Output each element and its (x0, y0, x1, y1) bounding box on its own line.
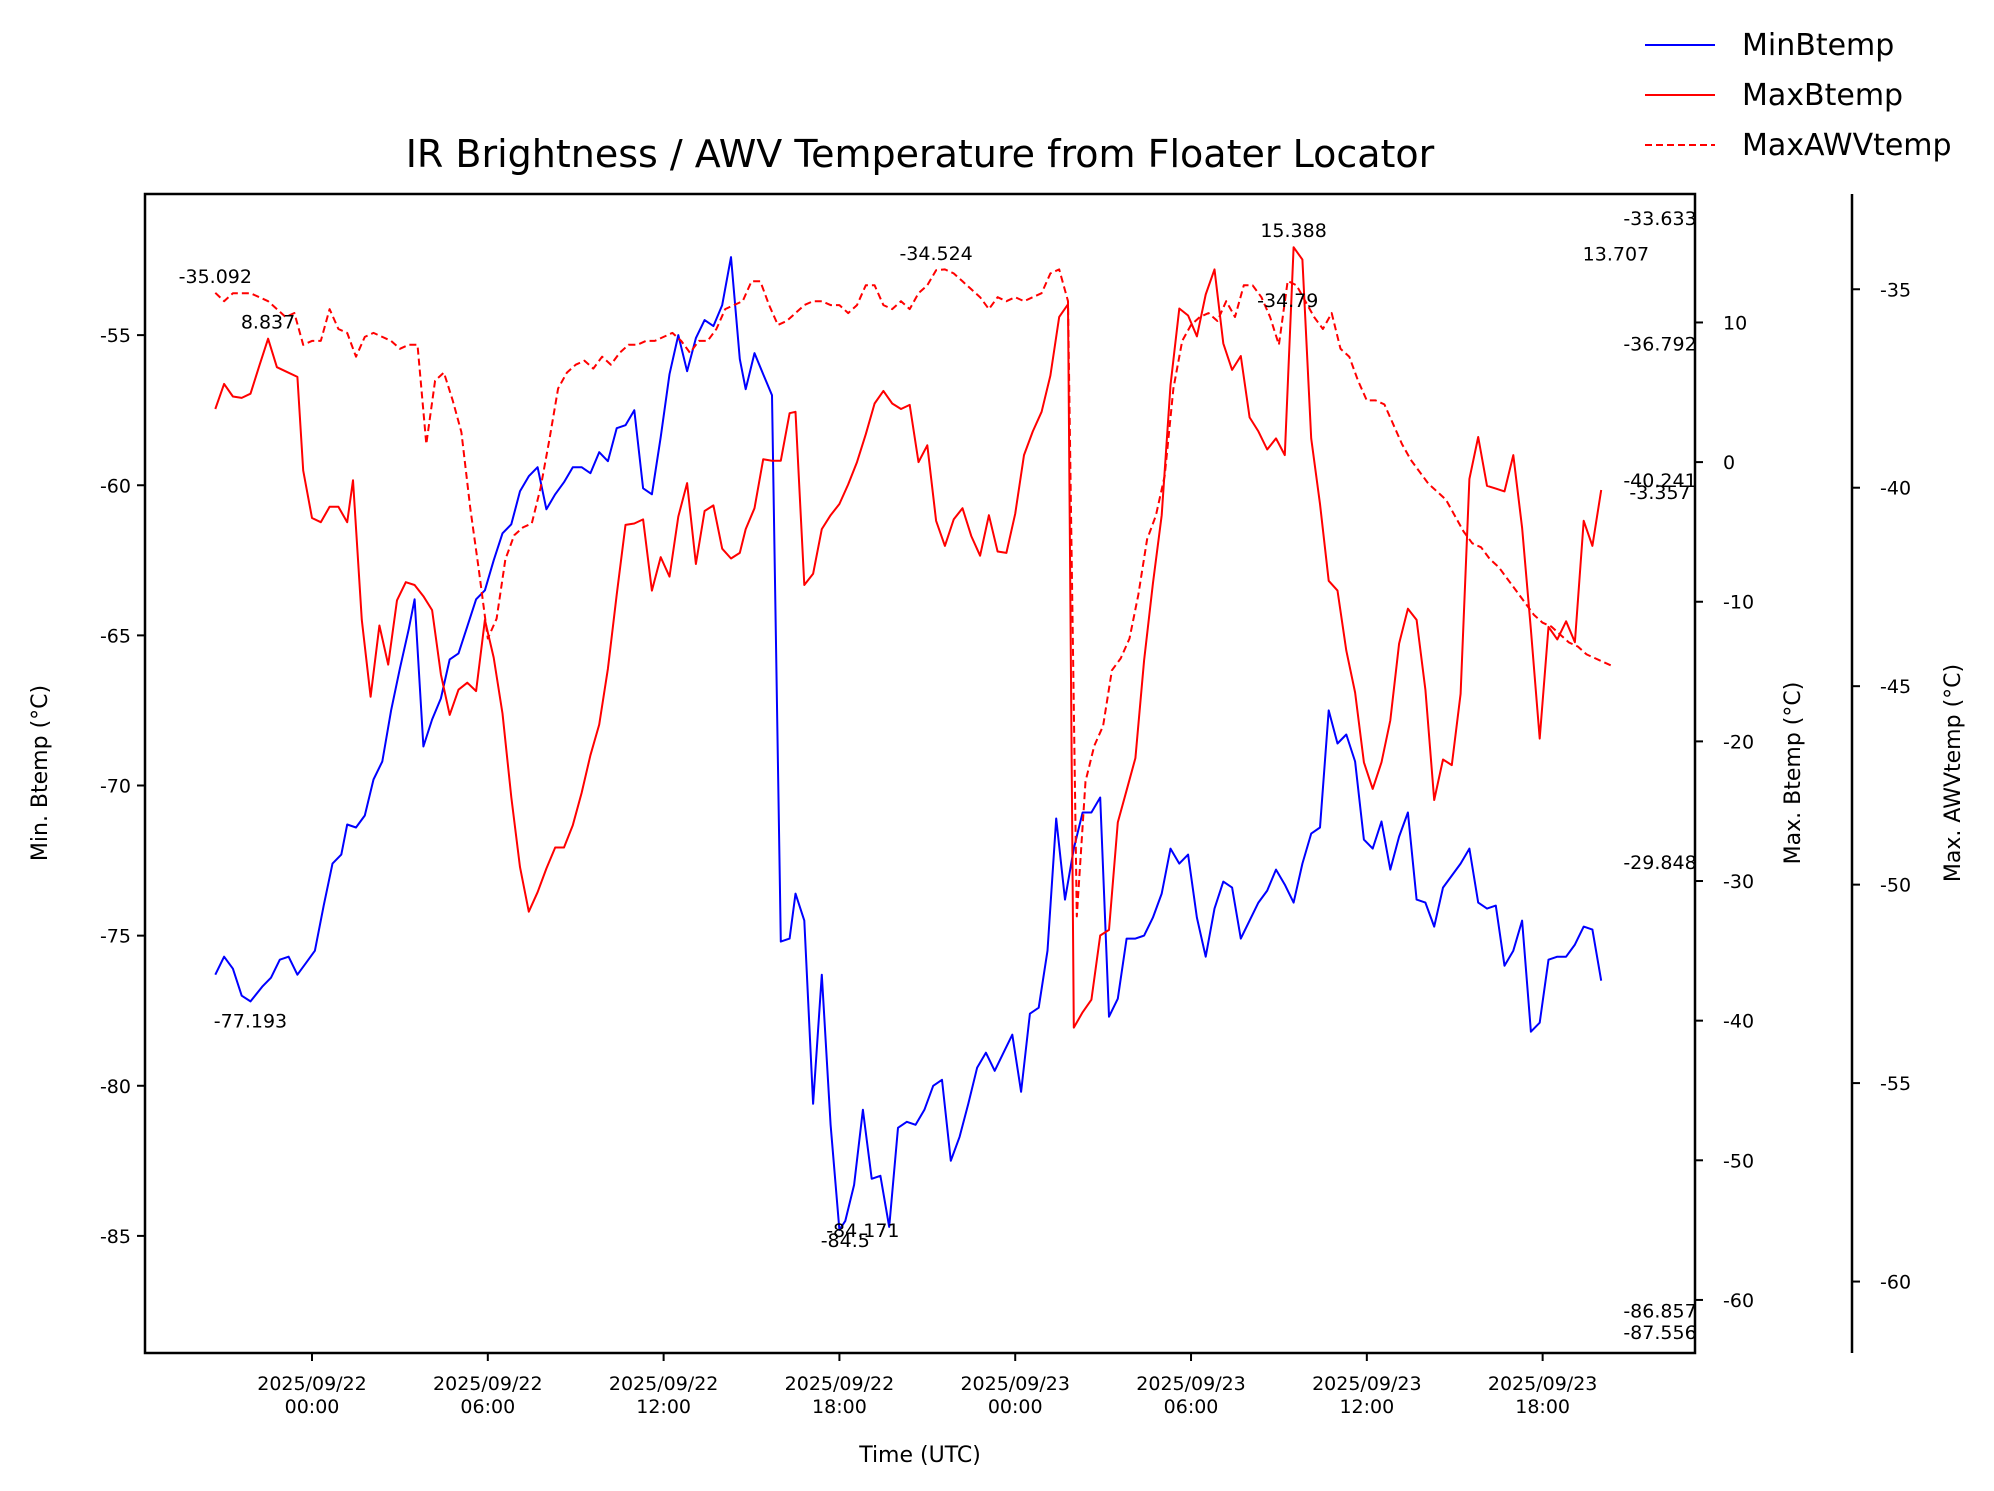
y-tick-label-right: 10 (1723, 312, 1747, 334)
y-tick-label-right: -20 (1723, 731, 1754, 753)
x-tick-label-time: 18:00 (1515, 1396, 1570, 1418)
x-tick-label-time: 00:00 (988, 1396, 1043, 1418)
data-label: -34.524 (899, 243, 972, 265)
plot-frame (143, 192, 1697, 1355)
data-label: -36.792 (1623, 333, 1696, 355)
y-tick-label-right: -40 (1723, 1011, 1754, 1033)
chart-title: IR Brightness / AWV Temperature from Flo… (406, 132, 1435, 176)
data-label: -77.193 (214, 1010, 287, 1032)
y-tick-label-left: -60 (100, 475, 131, 497)
y-tick-label-left: -65 (100, 625, 131, 647)
x-tick-label-time: 18:00 (812, 1396, 867, 1418)
y-tick-label-right2: -35 (1880, 279, 1911, 301)
data-label: -34.79 (1257, 290, 1318, 312)
y-tick-label-right: -10 (1723, 592, 1754, 614)
x-tick-label-time: 06:00 (460, 1396, 515, 1418)
y-tick-label-right: 0 (1723, 452, 1735, 474)
x-tick-label-date: 2025/09/22 (785, 1373, 895, 1395)
data-label: -84.171 (826, 1220, 899, 1242)
data-label: 13.707 (1583, 244, 1649, 266)
data-label: 15.388 (1260, 220, 1326, 242)
series-line-minbtemp (214, 256, 1603, 1231)
y-tick-label-right: -50 (1723, 1150, 1754, 1172)
x-tick-label-date: 2025/09/22 (433, 1373, 543, 1395)
x-tick-label-date: 2025/09/23 (1488, 1373, 1598, 1395)
x-axis-label: Time (UTC) (858, 1443, 981, 1468)
legend-label-maxawvtemp: MaxAWVtemp (1742, 128, 1952, 163)
tick-layer: 2025/09/2200:002025/09/2206:002025/09/22… (100, 279, 1911, 1418)
y-tick-label-left: -85 (100, 1226, 131, 1248)
annotation-layer: -35.092 8.837 -77.193 -84.5-84.171 -34.524 15… (179, 208, 1697, 1344)
x-tick-label-date: 2025/09/22 (257, 1373, 367, 1395)
y-tick-label-right2: -45 (1880, 676, 1911, 698)
x-tick-label-date: 2025/09/23 (1312, 1373, 1422, 1395)
y-tick-label-right: -30 (1723, 871, 1754, 893)
data-label: -40.241 (1623, 470, 1696, 492)
series-line-maxbtemp (214, 246, 1603, 1029)
data-label: -33.633 (1623, 208, 1696, 230)
data-label: -35.092 (179, 266, 252, 288)
legend-label-maxbtemp: MaxBtemp (1742, 78, 1903, 113)
y-axis-label-right2: Max. AWVtemp (°C) (1941, 664, 1966, 882)
x-tick-label-time: 12:00 (1339, 1396, 1394, 1418)
data-label: -29.848 (1623, 852, 1696, 874)
data-label: -3.357 (1629, 482, 1690, 504)
x-tick-label-date: 2025/09/22 (609, 1373, 719, 1395)
legend-label-minbtemp: MinBtemp (1742, 28, 1894, 63)
y-axis-label-right: Max. Btemp (°C) (1781, 682, 1806, 865)
x-tick-label-date: 2025/09/23 (960, 1373, 1070, 1395)
y-tick-label-left: -70 (100, 776, 131, 798)
y-tick-label-left: -80 (100, 1076, 131, 1098)
y-tick-label-right2: -50 (1880, 875, 1911, 897)
data-label: 8.837 (241, 312, 295, 334)
series-layer (214, 246, 1614, 1231)
x-tick-label-date: 2025/09/23 (1136, 1373, 1246, 1395)
y-tick-label-left: -55 (100, 325, 131, 347)
x-tick-label-time: 06:00 (1164, 1396, 1219, 1418)
y-tick-label-left: -75 (100, 926, 131, 948)
x-tick-label-time: 00:00 (285, 1396, 340, 1418)
data-label: -86.857 (1623, 1301, 1696, 1323)
legend: MinBtemp MaxBtemp MaxAWVtemp (1645, 28, 1952, 163)
data-label: -87.556 (1623, 1322, 1696, 1344)
x-tick-label-time: 12:00 (636, 1396, 691, 1418)
data-label: -84.5 (821, 1230, 870, 1252)
y-axis-label-left: Min. Btemp (°C) (28, 685, 53, 861)
y-tick-label-right2: -60 (1880, 1272, 1911, 1294)
y-tick-label-right: -60 (1723, 1290, 1754, 1312)
series-line-maxawvtemp (214, 268, 1614, 918)
y-tick-label-right2: -55 (1880, 1073, 1911, 1095)
y-tick-label-right2: -40 (1880, 478, 1911, 500)
